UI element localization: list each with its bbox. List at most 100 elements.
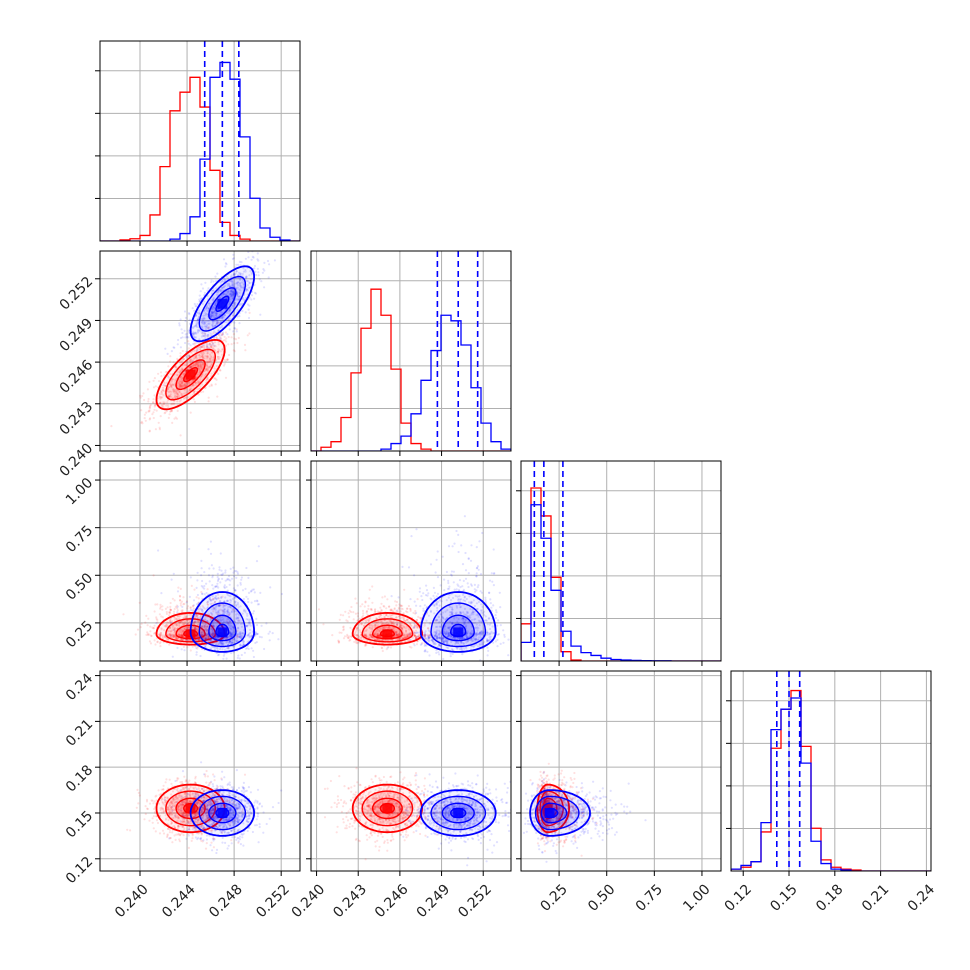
sample-point	[477, 615, 480, 618]
sample-point	[395, 610, 398, 613]
sample-point	[244, 587, 247, 591]
sample-point	[457, 550, 460, 554]
sample-point	[229, 293, 232, 296]
sample-point	[450, 612, 454, 616]
sample-point	[221, 643, 225, 647]
sample-point	[196, 380, 199, 383]
sample-point	[355, 602, 358, 605]
sample-point	[200, 567, 203, 570]
sample-point	[206, 634, 209, 637]
sample-point	[365, 635, 368, 638]
sample-point	[227, 605, 230, 609]
sample-point	[158, 402, 161, 405]
sample-point	[256, 267, 259, 270]
sample-point	[173, 628, 176, 632]
sample-point	[200, 345, 203, 348]
sample-point	[220, 334, 224, 337]
sample-point	[239, 636, 242, 639]
sample-point	[173, 634, 176, 637]
sample-point	[176, 590, 180, 593]
sample-point	[388, 605, 391, 608]
sample-point	[208, 639, 211, 643]
sample-point	[214, 611, 218, 614]
sample-point	[153, 631, 157, 635]
sample-point	[152, 627, 155, 630]
sample-point	[237, 297, 240, 301]
sample-point	[349, 638, 352, 642]
sample-point	[235, 281, 238, 285]
sample-point	[200, 367, 204, 370]
sample-point	[194, 364, 198, 367]
sample-point	[163, 635, 166, 639]
sample-point	[235, 263, 238, 266]
sample-point	[204, 644, 207, 648]
sample-point	[405, 635, 408, 638]
sample-point	[156, 603, 159, 606]
sample-point	[198, 620, 201, 623]
sample-point	[214, 600, 217, 604]
sample-point	[242, 267, 245, 270]
sample-point	[205, 582, 208, 585]
sample-point	[182, 397, 185, 400]
sample-point	[160, 375, 163, 378]
sample-point	[199, 378, 202, 381]
sample-point	[220, 643, 223, 646]
sample-point	[434, 625, 438, 629]
sample-point	[193, 331, 196, 334]
sample-point	[256, 632, 259, 635]
sample-point	[225, 641, 228, 644]
sample-point	[210, 351, 213, 354]
sample-point	[424, 649, 427, 652]
sample-point	[183, 623, 186, 626]
sample-point	[216, 575, 219, 579]
sample-point	[365, 611, 368, 614]
sample-point	[397, 633, 400, 636]
sample-point	[209, 316, 213, 319]
sample-point	[167, 394, 170, 397]
sample-point	[364, 622, 367, 625]
sample-point	[178, 371, 181, 374]
sample-point	[229, 632, 232, 635]
sample-point	[245, 276, 248, 279]
sample-point	[198, 294, 201, 297]
sample-point	[246, 289, 249, 292]
sample-point	[207, 356, 210, 359]
sample-point	[230, 336, 233, 339]
sample-point	[374, 624, 377, 627]
sample-point	[414, 629, 418, 632]
sample-point	[403, 626, 406, 629]
sample-point	[480, 609, 483, 612]
sample-point	[224, 611, 227, 614]
sample-point	[160, 592, 163, 595]
sample-point	[172, 633, 175, 636]
sample-point	[355, 627, 358, 630]
sample-point	[200, 365, 203, 368]
sample-point	[409, 598, 412, 601]
sample-point	[150, 634, 153, 637]
sample-point	[188, 620, 192, 623]
sample-point	[244, 270, 247, 273]
sample-point	[242, 284, 245, 287]
sample-point	[240, 261, 243, 264]
sample-point	[239, 278, 242, 281]
sample-point	[355, 634, 358, 637]
sample-point	[423, 635, 426, 638]
sample-point	[221, 317, 224, 320]
sample-point	[463, 613, 466, 616]
sample-point	[143, 413, 146, 416]
sample-point	[463, 623, 466, 626]
sample-point	[174, 388, 177, 392]
sample-point	[247, 624, 250, 627]
sample-point	[236, 341, 239, 345]
sample-point	[448, 626, 451, 629]
sample-point	[389, 619, 392, 623]
sample-point	[395, 631, 398, 634]
sample-point	[376, 624, 380, 627]
sample-point	[155, 616, 158, 619]
sample-point	[358, 636, 361, 639]
sample-point	[206, 601, 209, 604]
sample-point	[395, 632, 398, 635]
sample-point	[434, 642, 437, 646]
sample-point	[466, 582, 469, 585]
sample-point	[401, 624, 404, 627]
